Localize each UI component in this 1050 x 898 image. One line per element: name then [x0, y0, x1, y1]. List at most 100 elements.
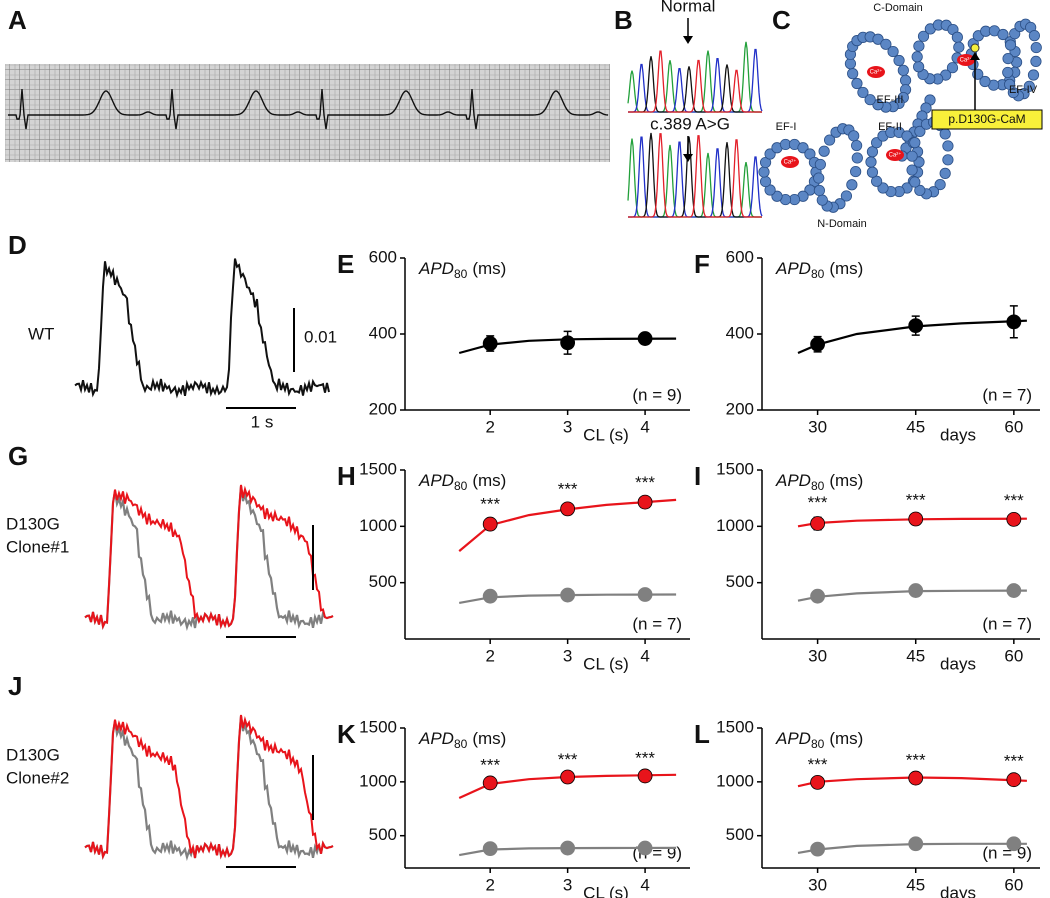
data-point [810, 516, 825, 531]
y-axis-label: APD80 (ms) [775, 729, 863, 751]
chromatogram-trace [628, 132, 762, 218]
y-axis-label: APD80 (ms) [418, 729, 506, 751]
residue [850, 165, 862, 178]
chart: I 500 1000 1500 30 45 60 days APD80 (ms) (n = 7) **… [694, 459, 1040, 673]
calcium-ion [886, 149, 904, 161]
x-axis-label: days [940, 425, 976, 444]
x-tick-label: 4 [640, 417, 649, 436]
x-tick-label: 60 [1004, 417, 1023, 436]
x-axis-label: days [940, 883, 976, 898]
y-tick-label: 1500 [359, 459, 397, 478]
residue [909, 137, 921, 149]
calcium-ion [867, 66, 885, 78]
significance: *** [635, 749, 655, 768]
arrow-head [683, 36, 693, 44]
residue [939, 128, 951, 140]
calcium-ion [781, 156, 799, 168]
y-tick-label: 500 [726, 825, 754, 844]
chart: E 200 400 600 2 3 4 CL (s) APD80 (ms) (n = 9) [337, 247, 690, 444]
residue [997, 28, 1009, 41]
residue [909, 176, 921, 188]
ef-label: EF-III [877, 94, 904, 106]
residue [851, 139, 863, 152]
significance: *** [906, 750, 926, 769]
residue [851, 152, 863, 164]
y-tick-label: 500 [369, 825, 397, 844]
residue [865, 156, 877, 168]
residue [851, 77, 863, 90]
data-point [1006, 314, 1022, 330]
residue [764, 148, 776, 160]
x-tick-label: 60 [1004, 875, 1023, 894]
residue [1027, 69, 1040, 81]
residue [897, 64, 909, 76]
y-label-sub: 80 [454, 267, 468, 281]
residue [942, 154, 954, 166]
ap-trace [84, 486, 334, 632]
panel-label: D [8, 230, 27, 260]
significance: *** [635, 473, 655, 492]
x-tick-label: 45 [906, 646, 925, 665]
residue [1030, 55, 1042, 67]
y-tick-label: 1000 [359, 516, 397, 535]
y-tick-label: 600 [726, 247, 754, 266]
residue [939, 167, 951, 179]
data-point [482, 841, 498, 857]
residue [1004, 78, 1016, 90]
y-tick-label: 1000 [359, 771, 397, 790]
data-point [637, 494, 653, 510]
trace-label: Clone#2 [6, 768, 69, 787]
residue [942, 140, 954, 152]
residue [1004, 39, 1017, 51]
data-point [1006, 772, 1022, 788]
ef-label: EF-II [878, 121, 902, 133]
mutation-site [970, 43, 980, 53]
residue [816, 194, 828, 206]
x-tick-label: 3 [563, 875, 572, 894]
residue [759, 175, 772, 188]
ef-label: EF-I [776, 121, 797, 133]
y-tick-label: 1500 [359, 717, 397, 736]
y-tick-label: 600 [369, 247, 397, 266]
n-label: (n = 9) [632, 385, 682, 404]
x-tick-label: 2 [485, 875, 494, 894]
residue [866, 146, 879, 158]
x-axis-label: CL (s) [583, 425, 629, 444]
residue [771, 190, 783, 202]
chromatogram-label: c.389 A>G [650, 114, 730, 133]
x-tick-label: 2 [485, 417, 494, 436]
data-point [482, 775, 498, 791]
x-axis-label: days [940, 654, 976, 673]
x-tick-label: 45 [906, 875, 925, 894]
ap-trace [84, 484, 334, 630]
residue [914, 184, 926, 197]
panel-label: J [8, 671, 22, 701]
y-label-unit: (ms) [472, 259, 506, 278]
residue [1002, 53, 1014, 65]
chart: F 200 400 600 30 45 60 days APD80 (ms) (n = 7) [694, 247, 1040, 444]
trace-label: D130G [6, 514, 60, 533]
y-tick-label: 200 [369, 399, 397, 418]
panel-label: H [337, 461, 356, 491]
x-tick-label: 30 [808, 417, 827, 436]
residue [814, 158, 826, 171]
n-label: (n = 7) [982, 614, 1032, 633]
y-label-sub: 80 [811, 479, 825, 493]
residue [979, 75, 991, 88]
y-tick-label: 400 [369, 323, 397, 342]
y-label-unit: (ms) [472, 729, 506, 748]
y-label-main: APD [418, 471, 454, 490]
residue [844, 58, 857, 70]
x-tick-label: 4 [640, 875, 649, 894]
residue [887, 45, 899, 58]
residue [893, 54, 905, 67]
y-tick-label: 200 [726, 399, 754, 418]
residue [847, 68, 859, 80]
residue [848, 130, 860, 142]
trace-label: WT [28, 324, 54, 343]
residue [797, 142, 809, 154]
data-point [810, 841, 825, 857]
n-label: (n = 7) [982, 385, 1032, 404]
